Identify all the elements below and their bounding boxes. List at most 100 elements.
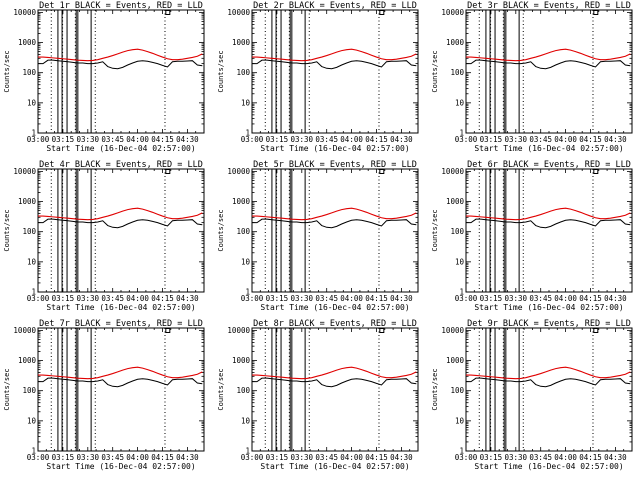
detector-panel-2: Det 2r BLACK = Events, RED = LLD 1 10 100 10…	[217, 1, 419, 153]
x-tick-label: 03:15	[52, 294, 75, 303]
x-tick-label: 03:15	[480, 294, 503, 303]
x-tick-label: 03:15	[52, 135, 75, 144]
x-axis-label: Start Time (16-Dec-04 02:57:00)	[474, 303, 623, 312]
detector-panel-7: Det 7r BLACK = Events, RED = LLD 1 10 100 10…	[3, 319, 205, 471]
y-tick-label: 1	[245, 129, 250, 138]
lld-series-line	[466, 366, 631, 380]
x-tick-label: 03:00	[27, 294, 50, 303]
x-tick-label: 04:30	[390, 294, 413, 303]
events-series-line	[466, 59, 631, 70]
x-tick-label: 03:15	[266, 453, 289, 462]
x-tick-label: 03:15	[480, 135, 503, 144]
x-tick-label: 04:30	[176, 135, 199, 144]
detector-panel-9: Det 9r BLACK = Events, RED = LLD 1 10 100 10…	[431, 319, 633, 471]
y-tick-label: 1000	[446, 197, 465, 206]
y-tick-label: 100	[22, 227, 36, 236]
y-tick-label: 10	[27, 98, 37, 107]
panel-title: Det 5r BLACK = Events, RED = LLD	[253, 160, 417, 170]
flag-marker	[165, 169, 171, 174]
events-series-line	[252, 377, 417, 388]
y-tick-label: 10	[455, 416, 465, 425]
x-tick-label: 03:00	[241, 294, 264, 303]
lld-series-line	[252, 207, 417, 221]
x-axis-label: Start Time (16-Dec-04 02:57:00)	[260, 462, 409, 471]
x-tick-label: 03:00	[241, 135, 264, 144]
y-tick-label: 10000	[227, 8, 250, 17]
panel-title: Det 8r BLACK = Events, RED = LLD	[253, 319, 417, 329]
y-tick-label: 1	[245, 447, 250, 456]
x-tick-label: 04:15	[365, 135, 388, 144]
y-tick-label: 1000	[18, 197, 37, 206]
x-tick-label: 04:00	[126, 135, 149, 144]
y-tick-label: 1000	[18, 356, 37, 365]
y-tick-label: 1000	[232, 197, 251, 206]
y-tick-label: 1	[245, 288, 250, 297]
y-tick-label: 10	[455, 98, 465, 107]
x-tick-label: 04:30	[390, 135, 413, 144]
x-tick-label: 04:00	[554, 135, 577, 144]
panel-title: Det 6r BLACK = Events, RED = LLD	[467, 160, 631, 170]
y-tick-label: 1000	[232, 38, 251, 47]
flag-marker	[379, 10, 385, 15]
y-tick-label: 10000	[441, 326, 464, 335]
x-tick-label: 04:15	[579, 135, 602, 144]
events-series-line	[38, 377, 203, 388]
x-tick-label: 03:00	[455, 453, 478, 462]
flag-marker	[165, 10, 171, 15]
x-tick-label: 04:30	[176, 294, 199, 303]
y-tick-label: 100	[236, 227, 250, 236]
x-tick-label: 03:30	[77, 453, 100, 462]
x-tick-label: 04:30	[604, 294, 627, 303]
lld-series-line	[252, 48, 417, 62]
y-tick-label: 100	[450, 227, 464, 236]
panel-title: Det 9r BLACK = Events, RED = LLD	[467, 319, 631, 329]
detector-panel-8: Det 8r BLACK = Events, RED = LLD 1 10 100 10…	[217, 319, 419, 471]
flag-marker	[379, 328, 385, 333]
y-tick-label: 10000	[441, 8, 464, 17]
y-tick-label: 100	[22, 68, 36, 77]
y-tick-label: 1	[459, 288, 464, 297]
y-tick-label: 100	[450, 68, 464, 77]
events-series-line	[38, 218, 203, 229]
y-tick-label: 10000	[13, 8, 36, 17]
x-axis-label: Start Time (16-Dec-04 02:57:00)	[46, 144, 195, 153]
y-tick-label: 1000	[446, 38, 465, 47]
y-tick-label: 10	[455, 257, 465, 266]
x-axis-label: Start Time (16-Dec-04 02:57:00)	[260, 303, 409, 312]
panel-title: Det 3r BLACK = Events, RED = LLD	[467, 1, 631, 11]
x-tick-label: 04:15	[579, 294, 602, 303]
events-series-line	[466, 218, 631, 229]
x-tick-label: 03:30	[77, 135, 100, 144]
x-tick-label: 04:15	[151, 294, 174, 303]
x-tick-label: 03:45	[101, 294, 124, 303]
x-tick-label: 03:00	[27, 453, 50, 462]
lld-series-line	[38, 366, 203, 380]
x-tick-label: 03:00	[455, 135, 478, 144]
y-axis-label: Counts/sec	[217, 50, 225, 92]
y-tick-label: 1	[31, 288, 36, 297]
x-tick-label: 04:30	[176, 453, 199, 462]
x-tick-label: 04:15	[151, 135, 174, 144]
y-tick-label: 10000	[227, 167, 250, 176]
y-tick-label: 10	[27, 257, 37, 266]
x-axis-label: Start Time (16-Dec-04 02:57:00)	[46, 303, 195, 312]
x-axis-label: Start Time (16-Dec-04 02:57:00)	[474, 462, 623, 471]
y-axis-label: Counts/sec	[3, 368, 11, 410]
y-tick-label: 10000	[13, 167, 36, 176]
x-tick-label: 03:30	[291, 294, 314, 303]
y-tick-label: 100	[236, 386, 250, 395]
y-axis-label: Counts/sec	[3, 209, 11, 251]
flag-marker	[379, 169, 385, 174]
detector-panel-5: Det 5r BLACK = Events, RED = LLD 1 10 100 10…	[217, 160, 419, 312]
detector-panel-6: Det 6r BLACK = Events, RED = LLD 1 10 100 10…	[431, 160, 633, 312]
x-axis-label: Start Time (16-Dec-04 02:57:00)	[260, 144, 409, 153]
x-tick-label: 03:00	[241, 453, 264, 462]
events-series-line	[466, 377, 631, 388]
panel-title: Det 4r BLACK = Events, RED = LLD	[39, 160, 203, 170]
y-tick-label: 1000	[232, 356, 251, 365]
y-tick-label: 10000	[13, 326, 36, 335]
y-axis-label: Counts/sec	[217, 368, 225, 410]
x-tick-label: 03:45	[315, 135, 338, 144]
y-tick-label: 1000	[18, 38, 37, 47]
